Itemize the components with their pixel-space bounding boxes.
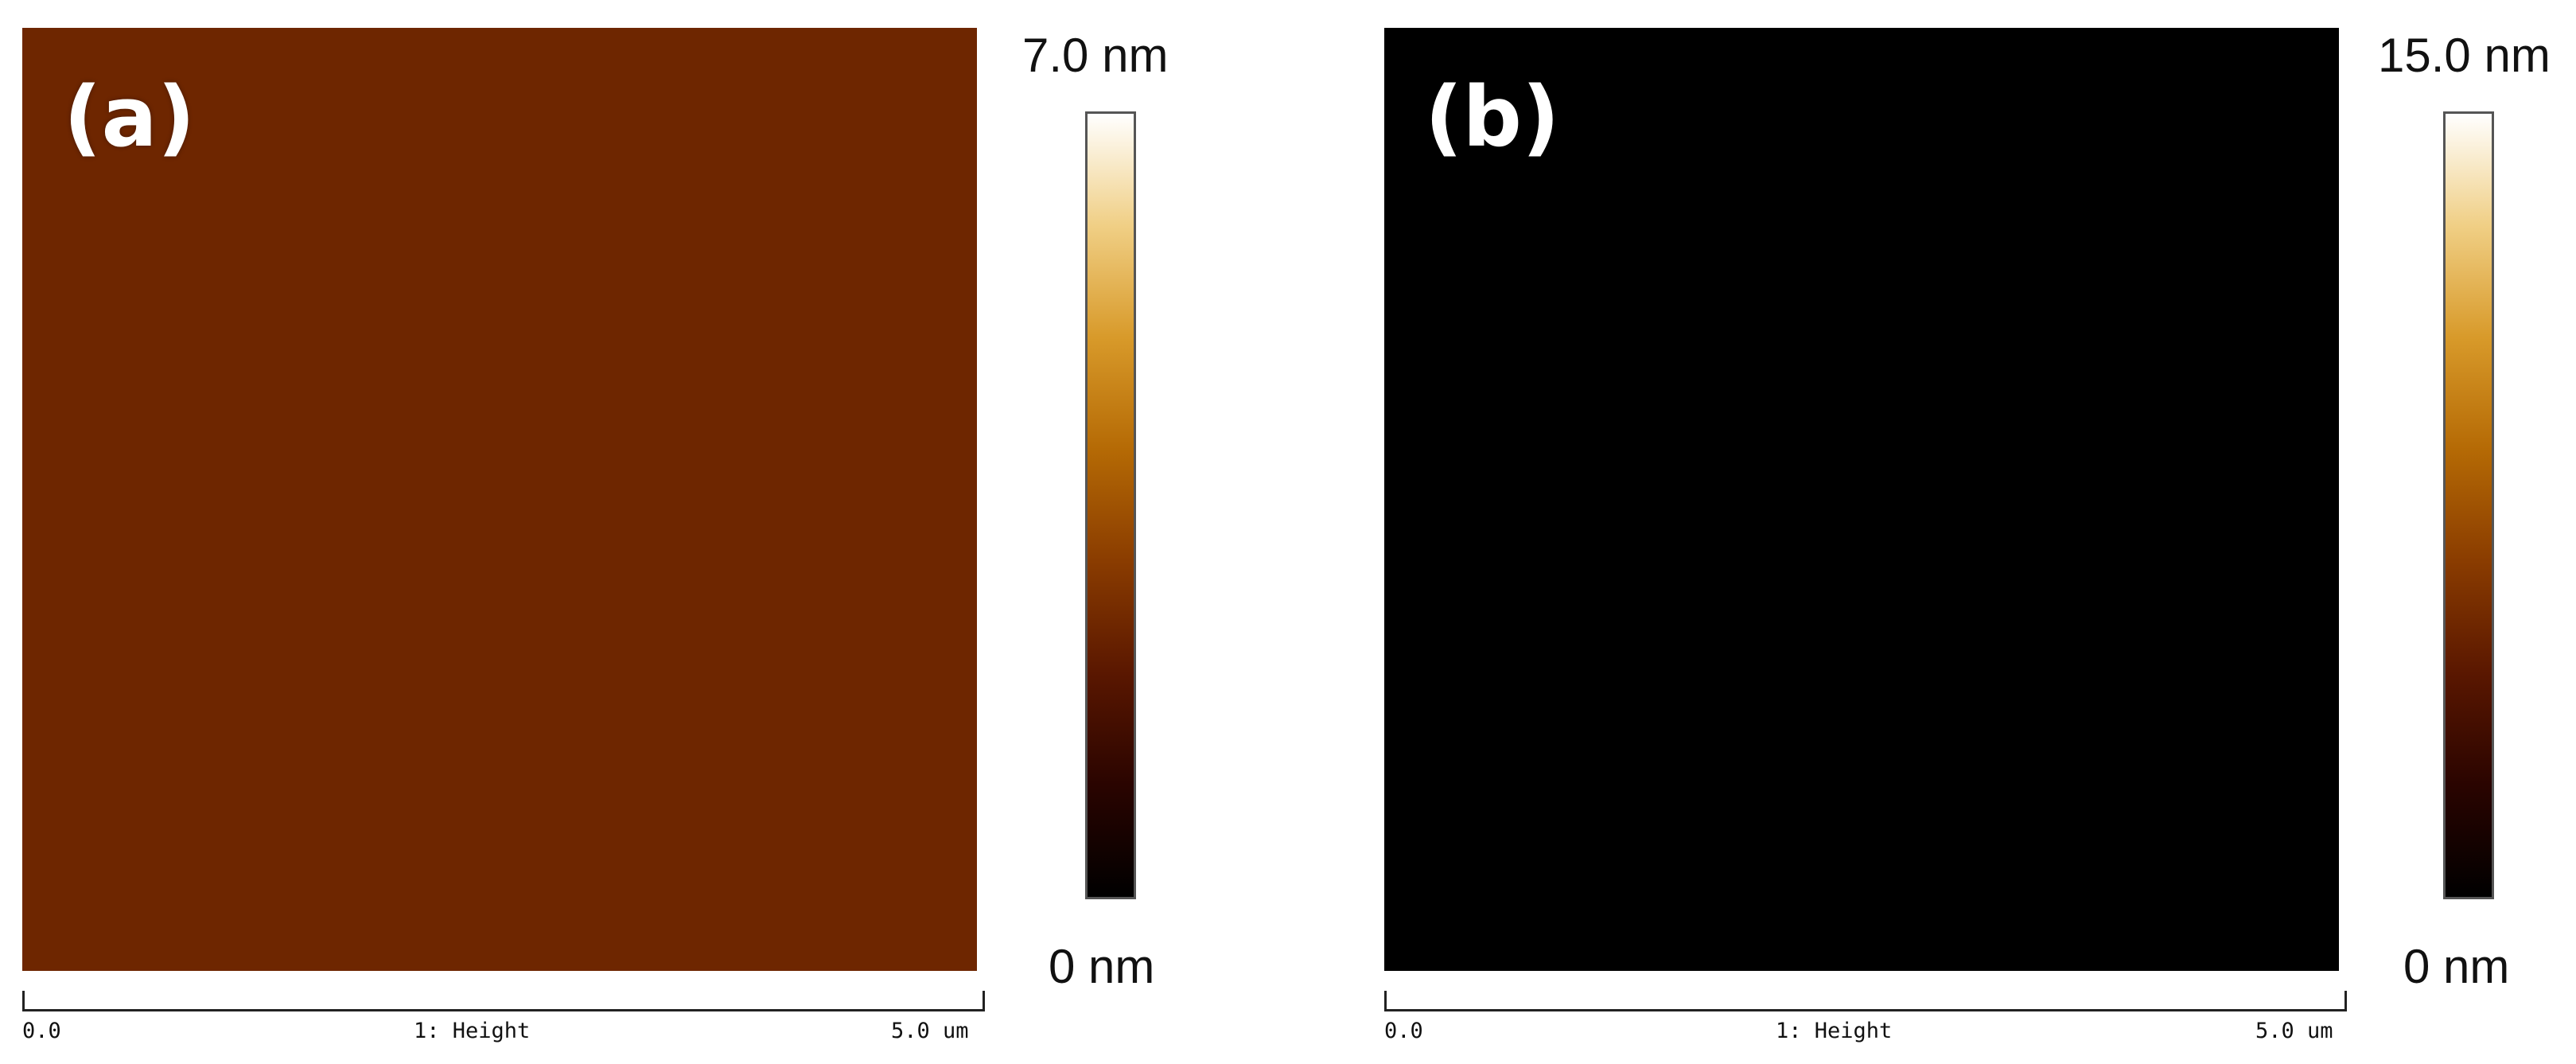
axis-end-label-b: 5.0 um: [2255, 1019, 2333, 1043]
colorbar-max-label-b: 15.0 nm: [2378, 29, 2551, 82]
axis-start-label-b: 0.0: [1384, 1019, 1423, 1043]
scale-axis-a: [22, 991, 985, 1011]
colorbar-max-label-a: 7.0 nm: [1022, 29, 1169, 82]
afm-panel-a: (a) 7.0 nm 0 nm 0.0 1: Height 5.0 um: [22, 28, 1169, 1043]
axis-start-label-a: 0.0: [22, 1019, 61, 1043]
axis-channel-label-b: 1: Height: [1776, 1019, 1893, 1043]
axis-end-label-a: 5.0 um: [891, 1019, 969, 1043]
panel-label-b: (b): [1425, 68, 1560, 166]
panel-label-a: (a): [64, 68, 196, 166]
afm-panel-b: (b) 15.0 nm 0 nm 0.0 1: Height 5.0 um: [1288, 0, 2576, 1064]
colorbar-a: [1085, 111, 1136, 899]
afm-height-image-a: [22, 28, 977, 971]
afm-texture-b: [1384, 28, 2339, 971]
afm-height-image-b: [1384, 28, 2339, 971]
colorbar-b: [2443, 111, 2494, 899]
colorbar-min-label-a: 0 nm: [1049, 940, 1155, 993]
afm-texture-a: [22, 28, 977, 971]
axis-channel-label-a: 1: Height: [414, 1019, 531, 1043]
colorbar-min-label-b: 0 nm: [2403, 940, 2510, 993]
scale-axis-b: [1384, 991, 2347, 1011]
